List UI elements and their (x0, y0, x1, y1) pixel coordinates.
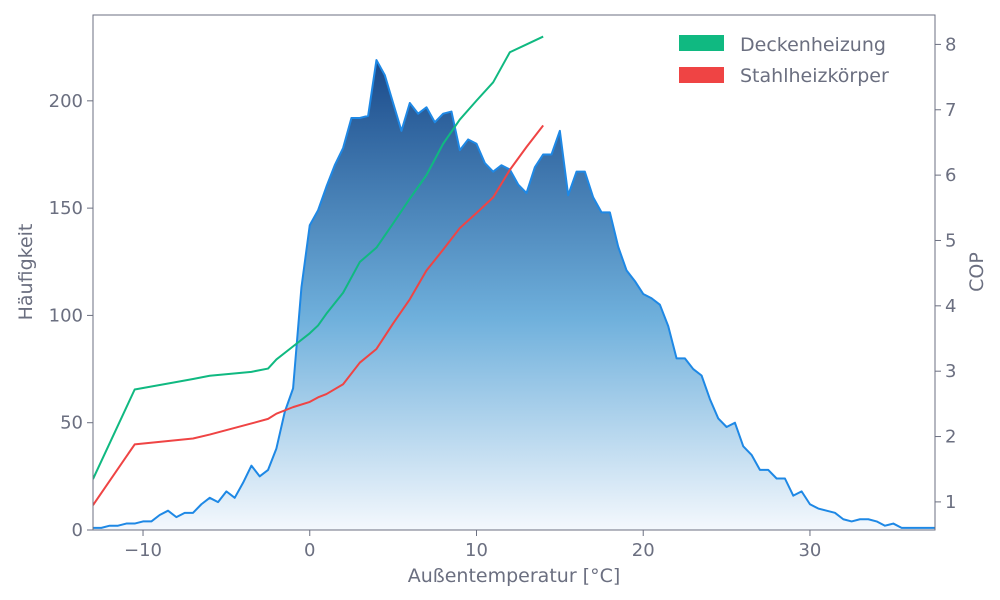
x-tick-label: −10 (124, 540, 162, 561)
y-right-tick-label: 5 (945, 230, 956, 251)
y-axis-right-label: COP (966, 252, 988, 292)
legend-label-deckenheizung: Deckenheizung (740, 34, 886, 56)
histogram-area (93, 60, 935, 530)
y-tick-label: 150 (49, 198, 83, 219)
y-right-tick-label: 7 (945, 100, 956, 121)
x-tick-label: 20 (632, 540, 655, 561)
x-axis-label: Außentemperatur [°C] (408, 565, 621, 587)
y-tick-label: 50 (60, 413, 83, 434)
y-tick-label: 200 (49, 91, 83, 112)
legend: Deckenheizung Stahlheizkörper (679, 34, 889, 87)
legend-label-stahlheizkoerper: Stahlheizkörper (740, 65, 889, 87)
legend-swatch-deckenheizung (679, 35, 724, 51)
y-axis-label: Häufigkeit (15, 224, 37, 321)
x-tick-label: 10 (465, 540, 488, 561)
x-tick-label: 30 (798, 540, 821, 561)
y-right-tick-label: 2 (945, 427, 956, 448)
series-line-stahlheizkoerper (93, 124, 544, 506)
y-right-tick-label: 8 (945, 34, 956, 55)
y-right-tick-label: 1 (945, 492, 956, 513)
plot-area (93, 35, 935, 530)
y-right-tick-label: 6 (945, 165, 956, 186)
y-right-tick-label: 3 (945, 361, 956, 382)
y-right-tick-label: 4 (945, 296, 956, 317)
y-tick-label: 0 (72, 520, 83, 541)
y-tick-label: 100 (49, 305, 83, 326)
series-line-deckenheizung (93, 35, 544, 480)
x-tick-label: 0 (304, 540, 315, 561)
plot-frame (92, 14, 936, 531)
axes: −10 0 10 20 30 0 50 100 150 200 1 2 3 4 5 6 7 8 (49, 34, 957, 561)
histogram-line (93, 59, 935, 529)
legend-swatch-stahlheizkoerper (679, 67, 724, 83)
